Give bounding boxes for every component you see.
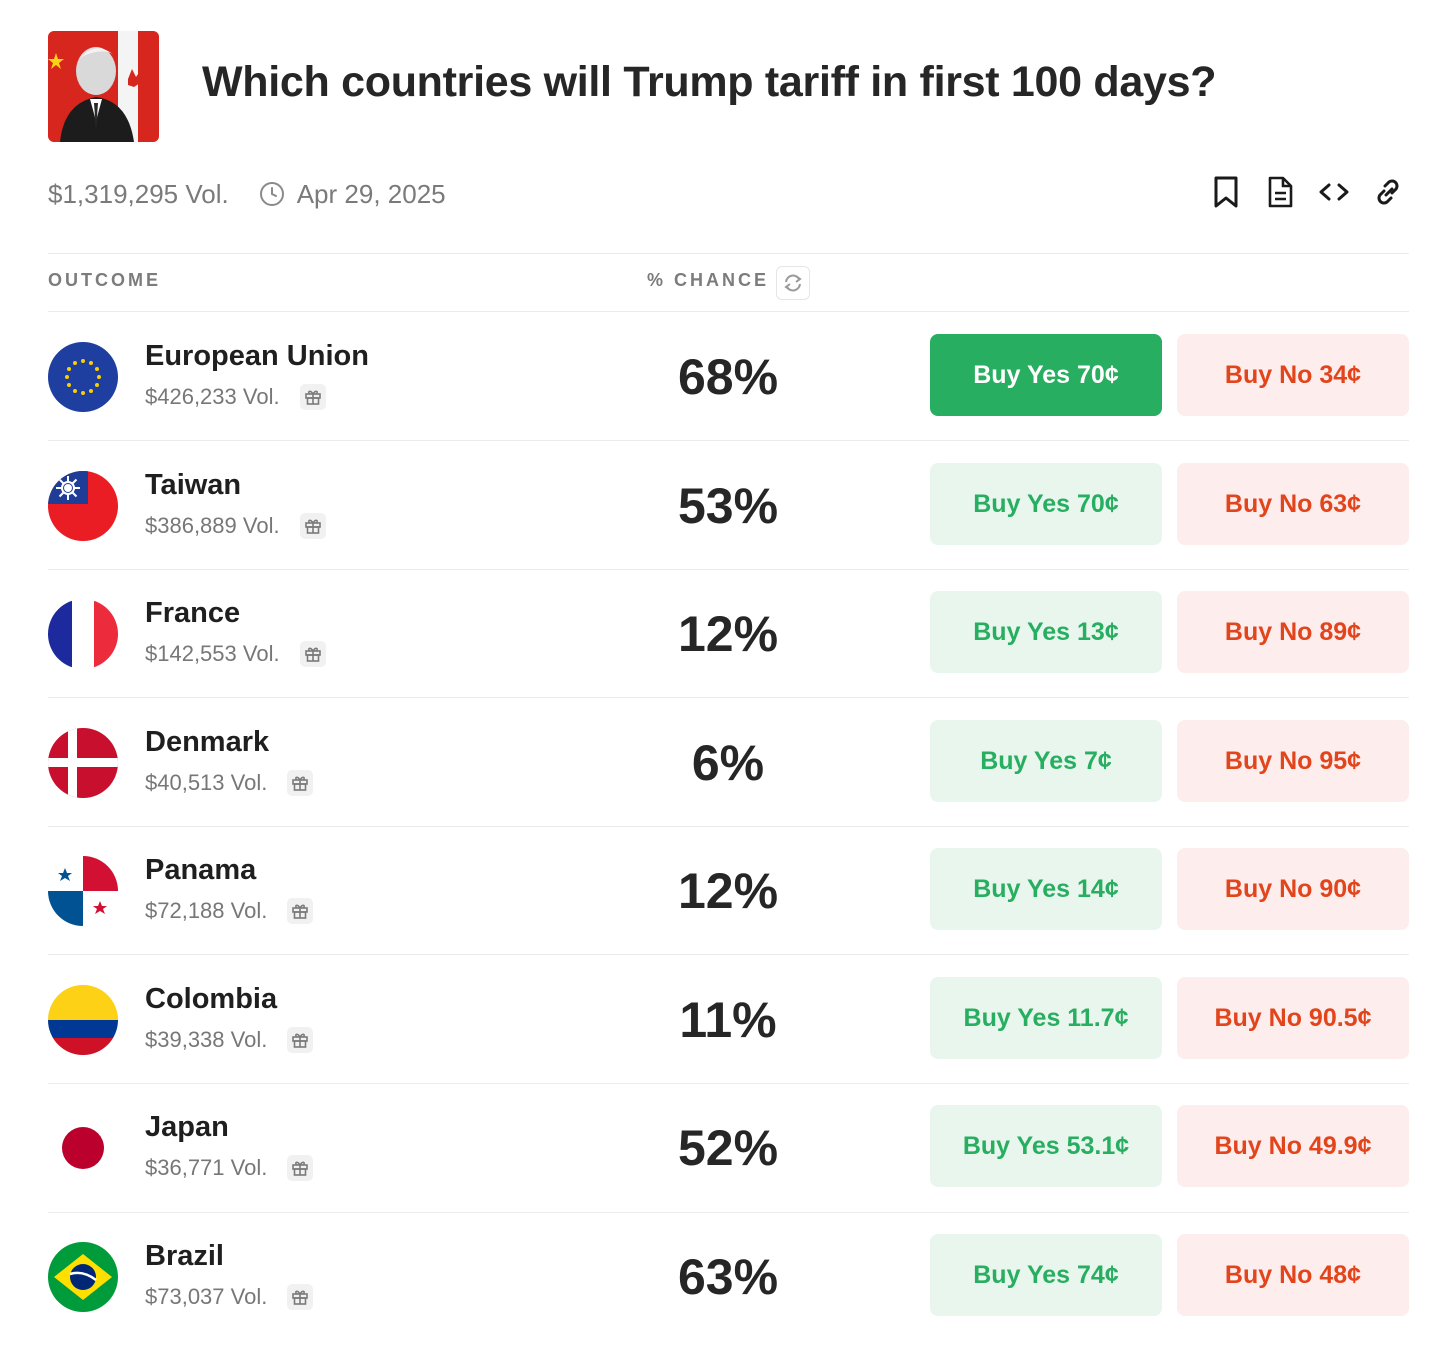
market-meta: $1,319,295 Vol. Apr 29, 2025: [48, 177, 446, 211]
outcome-volume: $142,553 Vol.: [145, 641, 326, 667]
outcome-row[interactable]: Panama $72,188 Vol. 12% Buy Yes 14¢ Buy …: [0, 826, 1456, 954]
buy-no-button[interactable]: Buy No 89¢: [1177, 591, 1409, 673]
outcome-volume-text: $142,553 Vol.: [145, 641, 280, 666]
outcome-volume-text: $72,188 Vol.: [145, 898, 268, 923]
outcome-chance: 6%: [691, 735, 765, 791]
divider: [48, 253, 1409, 254]
outcome-volume: $40,513 Vol.: [145, 770, 314, 796]
outcome-row[interactable]: Denmark $40,513 Vol. 6% Buy Yes 7¢ Buy N…: [0, 698, 1456, 826]
link-icon[interactable]: [1372, 173, 1404, 211]
outcome-volume-text: $73,037 Vol.: [145, 1284, 268, 1309]
japan-flag-icon: [48, 1113, 118, 1183]
france-flag-icon: [48, 599, 118, 669]
refresh-icon[interactable]: [776, 266, 810, 300]
bookmark-icon[interactable]: [1210, 173, 1242, 211]
gift-icon[interactable]: [287, 1155, 314, 1181]
denmark-flag-icon: [48, 728, 118, 798]
outcome-volume-text: $40,513 Vol.: [145, 770, 268, 795]
outcome-volume: $426,233 Vol.: [145, 384, 326, 410]
outcome-volume-text: $386,889 Vol.: [145, 513, 280, 538]
taiwan-flag-icon: [48, 471, 118, 541]
outcome-column-header: OUTCOME: [48, 270, 161, 290]
gift-icon[interactable]: [287, 1027, 314, 1053]
divider: [48, 311, 1409, 312]
divider: [48, 697, 1409, 698]
gift-icon[interactable]: [287, 1284, 314, 1310]
buy-no-button[interactable]: Buy No 34¢: [1177, 334, 1409, 416]
buy-no-button[interactable]: Buy No 48¢: [1177, 1234, 1409, 1316]
buy-no-button[interactable]: Buy No 63¢: [1177, 463, 1409, 545]
divider: [48, 1083, 1409, 1084]
buy-yes-button[interactable]: Buy Yes 74¢: [930, 1234, 1162, 1316]
outcome-row[interactable]: European Union $426,233 Vol. 68% Buy Yes…: [0, 312, 1456, 440]
outcome-row[interactable]: Japan $36,771 Vol. 52% Buy Yes 53.1¢ Buy…: [0, 1083, 1456, 1211]
outcome-volume-text: $36,771 Vol.: [145, 1155, 268, 1180]
buy-no-button[interactable]: Buy No 90.5¢: [1177, 977, 1409, 1059]
market-volume: $1,319,295 Vol.: [48, 178, 229, 209]
chance-column-header: % CHANCE: [647, 270, 770, 290]
outcome-volume: $386,889 Vol.: [145, 513, 326, 539]
buy-yes-button[interactable]: Buy Yes 7¢: [930, 720, 1162, 802]
divider: [48, 1212, 1409, 1213]
outcome-volume: $36,771 Vol.: [145, 1155, 314, 1181]
outcome-chance: 11%: [679, 992, 777, 1048]
outcome-chance: 12%: [677, 863, 779, 919]
gift-icon[interactable]: [299, 384, 326, 410]
outcome-row[interactable]: France $142,553 Vol. 12% Buy Yes 13¢ Buy…: [0, 569, 1456, 697]
buy-yes-button[interactable]: Buy Yes 14¢: [930, 848, 1162, 930]
buy-yes-button[interactable]: Buy Yes 11.7¢: [930, 977, 1162, 1059]
eu-flag-icon: [48, 342, 118, 412]
outcome-row[interactable]: Brazil $73,037 Vol. 63% Buy Yes 74¢ Buy …: [0, 1212, 1456, 1340]
buy-yes-button[interactable]: Buy Yes 53.1¢: [930, 1105, 1162, 1187]
outcome-name: Denmark: [145, 726, 270, 758]
gift-icon[interactable]: [299, 641, 326, 667]
outcome-name: Brazil: [145, 1240, 224, 1272]
code-icon[interactable]: [1318, 173, 1350, 211]
panama-flag-icon: [48, 856, 118, 926]
divider: [48, 440, 1409, 441]
market-title: Which countries will Trump tariff in fir…: [202, 58, 1217, 106]
outcome-name: European Union: [145, 340, 369, 372]
buy-no-button[interactable]: Buy No 95¢: [1177, 720, 1409, 802]
gift-icon[interactable]: [287, 898, 314, 924]
buy-no-button[interactable]: Buy No 49.9¢: [1177, 1105, 1409, 1187]
buy-no-button[interactable]: Buy No 90¢: [1177, 848, 1409, 930]
market-actions: [1210, 173, 1404, 211]
brazil-flag-icon: [48, 1242, 118, 1312]
outcome-name: Taiwan: [145, 469, 242, 501]
buy-yes-button[interactable]: Buy Yes 13¢: [930, 591, 1162, 673]
outcome-row[interactable]: Taiwan $386,889 Vol. 53% Buy Yes 70¢ Buy…: [0, 441, 1456, 569]
outcome-chance: 52%: [677, 1120, 779, 1176]
divider: [48, 954, 1409, 955]
outcome-chance: 63%: [677, 1249, 779, 1305]
market-thumbnail: [48, 31, 159, 142]
market-end-date: Apr 29, 2025: [296, 178, 446, 209]
outcome-name: Panama: [145, 854, 257, 886]
document-icon[interactable]: [1264, 173, 1296, 211]
buy-yes-button[interactable]: Buy Yes 70¢: [930, 463, 1162, 545]
buy-yes-button[interactable]: Buy Yes 70¢: [930, 334, 1162, 416]
divider: [48, 826, 1409, 827]
outcome-chance: 12%: [677, 606, 779, 662]
outcome-name: Colombia: [145, 983, 278, 1015]
clock-icon: [259, 182, 284, 206]
gift-icon[interactable]: [287, 770, 314, 796]
outcome-volume: $72,188 Vol.: [145, 898, 314, 924]
outcome-name: Japan: [145, 1111, 229, 1143]
outcome-volume: $73,037 Vol.: [145, 1284, 314, 1310]
outcome-volume-text: $39,338 Vol.: [145, 1027, 268, 1052]
outcome-volume-text: $426,233 Vol.: [145, 384, 280, 409]
colombia-flag-icon: [48, 985, 118, 1055]
outcome-volume: $39,338 Vol.: [145, 1027, 314, 1053]
outcome-chance: 68%: [677, 349, 779, 405]
gift-icon[interactable]: [299, 513, 326, 539]
outcome-name: France: [145, 597, 241, 629]
outcome-chance: 53%: [677, 478, 779, 534]
outcome-row[interactable]: Colombia $39,338 Vol. 11% Buy Yes 11.7¢ …: [0, 955, 1456, 1083]
divider: [48, 569, 1409, 570]
